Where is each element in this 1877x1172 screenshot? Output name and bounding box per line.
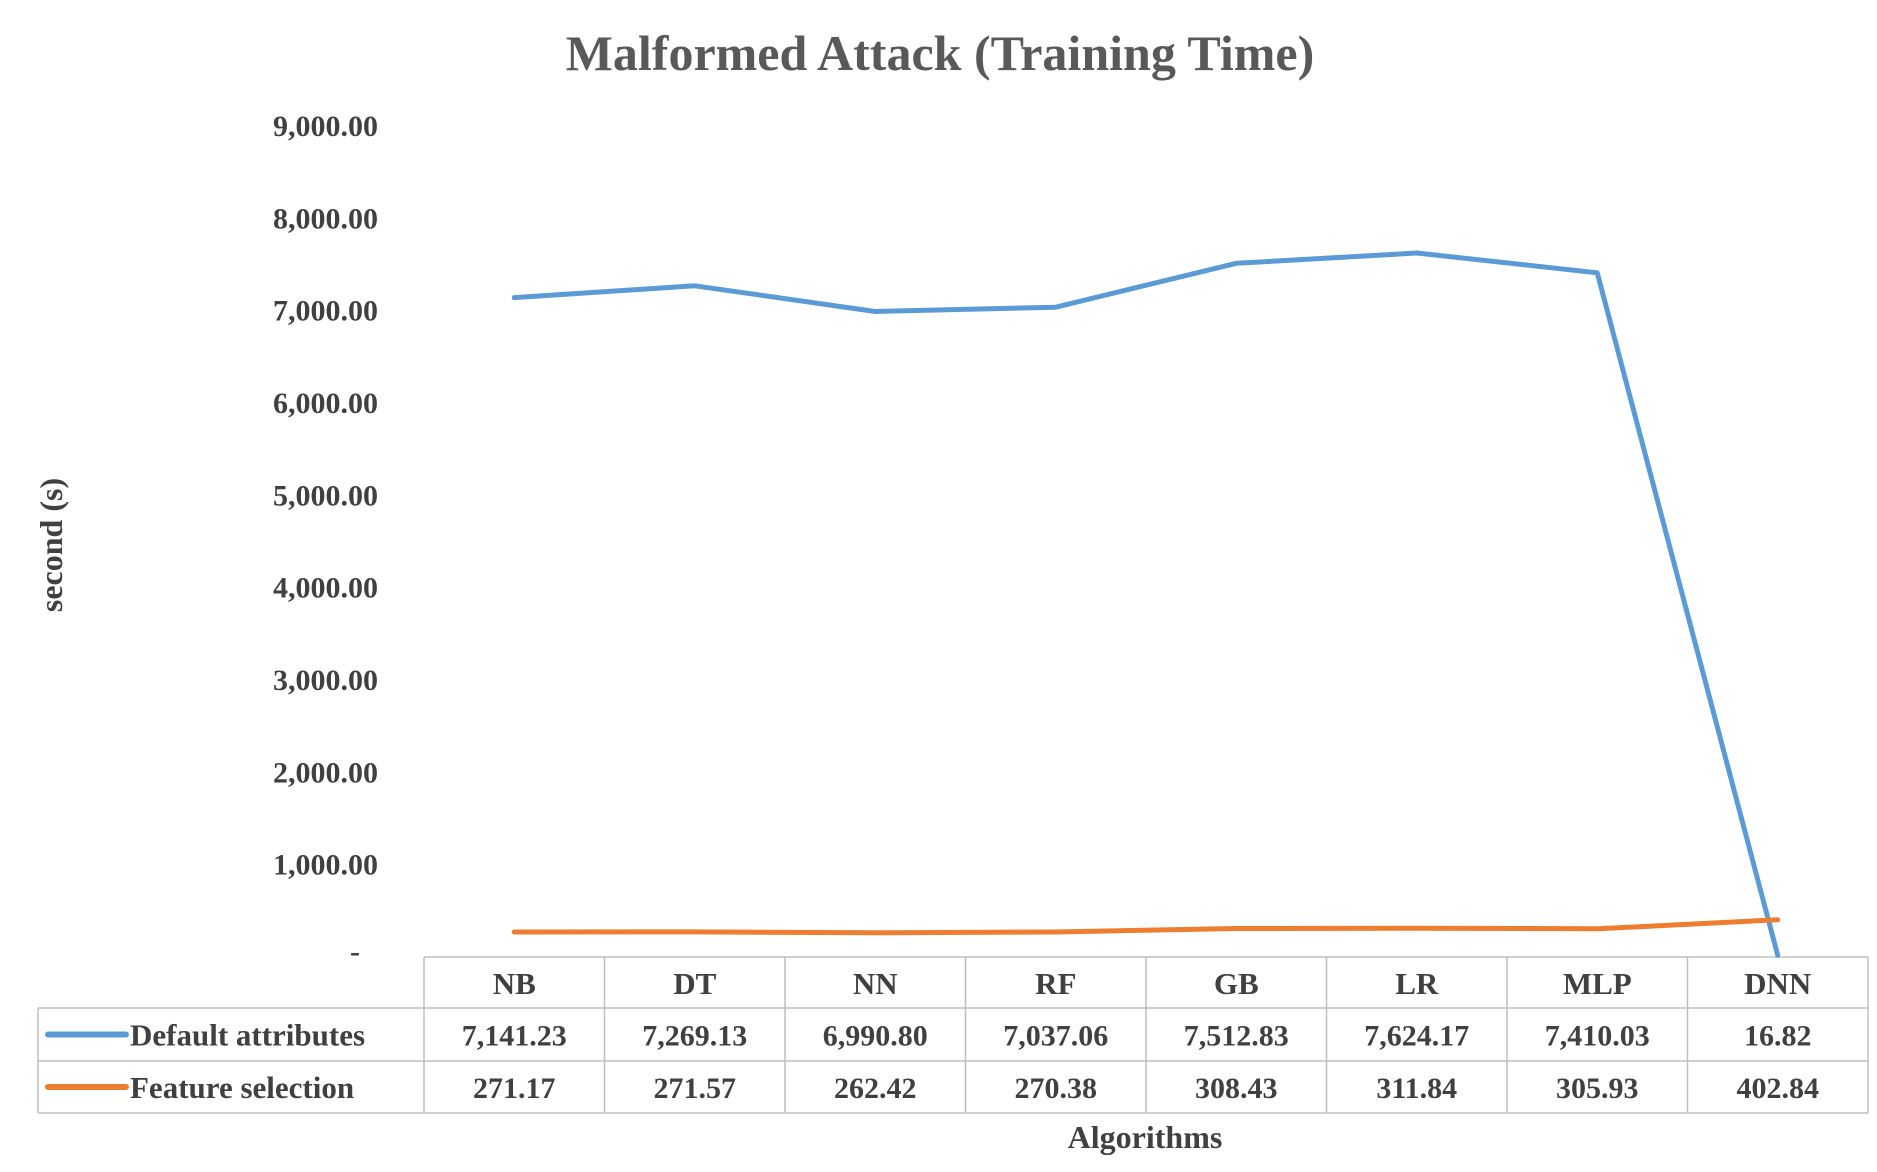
legend-label: Feature selection (130, 1070, 354, 1105)
series-line-2 (511, 917, 1781, 936)
table-cell-value: 270.38 (1015, 1072, 1098, 1105)
y-tick-label: 2,000.00 (273, 756, 378, 789)
table-cell-value: 7,141.23 (462, 1020, 567, 1053)
table-cell-value: 271.57 (654, 1072, 737, 1105)
table-cell-value: 7,410.03 (1545, 1020, 1650, 1053)
chart-title: Malformed Attack (Training Time) (566, 25, 1315, 81)
y-axis-ticks: - 1,000.00 2,000.00 3,000.00 4,000.00 5,000.0… (273, 110, 378, 968)
y-tick-label: 8,000.00 (273, 202, 378, 235)
y-tick-label: 4,000.00 (273, 572, 378, 605)
y-tick-label: 3,000.00 (273, 664, 378, 697)
y-tick-label: - (350, 935, 360, 968)
table-cell-value: 271.17 (473, 1072, 556, 1105)
table-cell-value: 7,269.13 (642, 1020, 747, 1053)
category-label: NB (493, 966, 536, 1001)
y-tick-label: 6,000.00 (273, 387, 378, 420)
category-label: MLP (1563, 966, 1632, 1001)
table-cell-value: 305.93 (1556, 1072, 1639, 1105)
y-tick-label: 9,000.00 (273, 110, 378, 143)
category-label: DNN (1744, 966, 1811, 1001)
data-table: NB DT NN RF GB LR MLP DNN Default attributes 7,14… (45, 966, 1820, 1105)
category-label: NN (853, 966, 898, 1001)
x-axis-label: Algorithms (1068, 1119, 1223, 1155)
y-tick-label: 1,000.00 (273, 849, 378, 882)
table-cell-value: 402.84 (1737, 1072, 1820, 1105)
data-table-grid (37, 956, 1869, 1114)
table-cell-value: 7,512.83 (1184, 1020, 1289, 1053)
table-cell-value: 308.43 (1195, 1072, 1278, 1105)
y-tick-label: 7,000.00 (273, 295, 378, 328)
table-cell-value: 7,624.17 (1364, 1020, 1469, 1053)
table-cell-value: 311.84 (1376, 1072, 1457, 1105)
category-label: RF (1035, 966, 1076, 1001)
category-label: LR (1395, 966, 1439, 1001)
series-line-1 (511, 250, 1781, 958)
category-label: DT (673, 966, 716, 1001)
y-tick-label: 5,000.00 (273, 479, 378, 512)
table-cell-value: 7,037.06 (1003, 1020, 1108, 1053)
series-lines (511, 250, 1781, 958)
category-label: GB (1214, 966, 1259, 1001)
legend-label: Default attributes (130, 1018, 365, 1053)
y-axis-label: second (s) (33, 478, 69, 612)
table-cell-value: 16.82 (1744, 1020, 1812, 1053)
table-cell-value: 262.42 (834, 1072, 917, 1105)
table-cell-value: 6,990.80 (823, 1020, 928, 1053)
